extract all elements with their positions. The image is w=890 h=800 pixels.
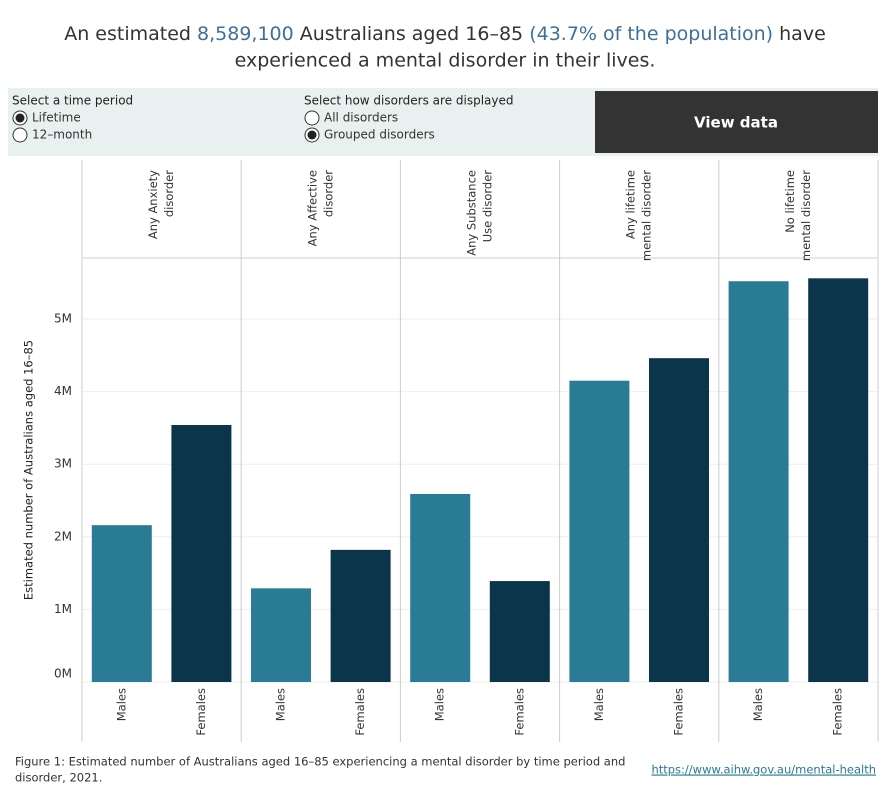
category-label: disorder [162,170,176,217]
category-label: mental disorder [640,170,654,261]
y-tick-label: 5M [54,311,72,325]
title-part: Australians aged 16–85 [300,23,523,45]
series-label: Males [433,688,447,721]
control-label: Select how disorders are displayed [304,94,514,108]
title-highlight: (43.7% of the population) [529,23,773,45]
y-axis-title: Estimated number of Australians aged 16–… [22,340,36,600]
series-label: Males [274,688,288,721]
series-label: Females [512,688,526,736]
title-part: An estimated [64,23,191,45]
radio[interactable] [12,127,28,143]
bar [171,424,232,682]
radio-label[interactable]: Grouped disorders [324,128,435,142]
y-tick-label: 4M [54,384,72,398]
bar [251,588,311,682]
button-label[interactable]: View data [694,114,778,132]
source-link[interactable]: https://www.aihw.gov.au/mental-health [651,763,876,777]
bar [489,581,550,682]
category-label: Use disorder [481,170,495,243]
y-tick-label: 0M [54,667,72,681]
title-line: experienced a mental disorder in their l… [235,50,656,72]
radio-label[interactable]: All disorders [324,111,398,125]
control-label: Select a time period [12,94,133,108]
series-label: Males [592,688,606,721]
view-data-button[interactable] [595,91,878,153]
y-tick-label: 2M [54,529,72,543]
caption: disorder, 2021. [15,771,102,785]
y-tick-label: 1M [54,602,72,616]
y-tick-label: 3M [54,457,72,471]
radio-dot[interactable] [15,113,25,123]
bar [569,380,630,682]
bar [649,358,709,682]
series-label: Males [751,688,765,721]
series-label: Females [353,688,367,736]
radio-label[interactable]: 12–month [32,128,92,142]
radio-dot[interactable] [307,130,317,140]
series-label: Males [114,688,128,721]
series-label: Females [194,688,208,736]
series-label: Females [831,688,845,736]
category-label: Any lifetime [624,170,638,239]
title-highlight: 8,589,100 [197,23,294,45]
radio-label[interactable]: Lifetime [32,111,81,125]
radio[interactable] [304,110,320,126]
bar [808,278,869,682]
bar [728,281,789,682]
caption: Figure 1: Estimated number of Australian… [15,755,625,769]
bar [330,549,391,682]
title-line: An estimated 8,589,100 Australians aged … [64,23,826,45]
bar [410,493,471,682]
category-label: Any Anxiety [146,170,160,239]
title-part: have [779,23,826,45]
series-label: Females [672,688,686,736]
category-label: mental disorder [799,170,813,261]
category-label: Any Affective [305,170,319,246]
bar [91,525,152,682]
category-label: No lifetime [783,170,797,233]
category-label: disorder [321,170,335,217]
category-label: Any Substance [465,170,479,256]
